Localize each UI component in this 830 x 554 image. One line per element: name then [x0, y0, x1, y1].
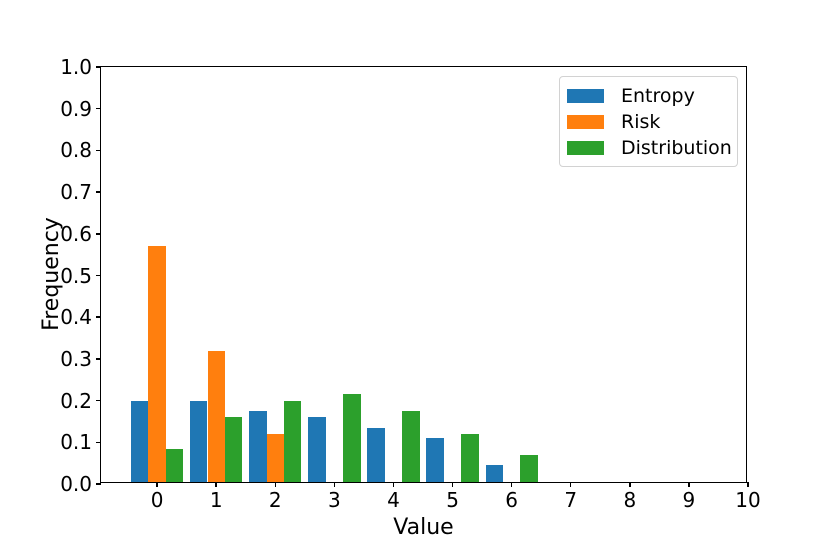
bar-distribution-x2 [284, 400, 302, 482]
legend: Entropy Risk Distribution [559, 76, 738, 167]
legend-swatch [567, 89, 604, 103]
bar-distribution-x4 [402, 411, 420, 482]
y-tick-mark [96, 66, 101, 68]
y-tick-mark [96, 358, 101, 360]
y-tick-label: 0.6 [60, 221, 92, 246]
x-tick-label: 2 [268, 488, 282, 512]
y-tick-mark [96, 233, 101, 235]
x-tick-label: 6 [505, 488, 519, 512]
x-tick-mark [333, 482, 336, 487]
bar-entropy-x0 [130, 400, 149, 482]
bar-distribution-x0 [165, 448, 184, 482]
legend-item-risk: Risk [567, 109, 737, 135]
bar-entropy-x3 [308, 417, 326, 482]
y-tick-mark [96, 274, 101, 277]
x-tick-label: 0 [150, 488, 164, 512]
x-tick-mark [510, 482, 513, 487]
x-tick-mark [569, 482, 572, 487]
y-tick-mark [96, 441, 101, 444]
bar-entropy-x1 [190, 400, 208, 482]
x-tick-label: 8 [623, 488, 637, 512]
y-tick-mark [96, 399, 101, 402]
y-tick-mark [96, 483, 101, 485]
bar-distribution-x5 [461, 434, 479, 482]
x-tick-mark [688, 482, 690, 487]
bar-risk-x0 [148, 246, 166, 482]
x-tick-mark [629, 482, 631, 487]
x-tick-mark [215, 482, 217, 487]
y-tick-label: 0.7 [60, 180, 92, 205]
bar-risk-x2 [266, 434, 284, 482]
x-tick-mark [747, 482, 749, 487]
bar-distribution-x1 [224, 417, 243, 482]
y-tick-mark [96, 316, 101, 318]
y-tick-label: 0.4 [60, 305, 92, 330]
bar-risk-x1 [207, 350, 225, 482]
x-axis-label: Value [393, 515, 454, 540]
y-tick-label: 1.0 [60, 55, 92, 79]
x-tick-mark [451, 482, 454, 487]
x-tick-label: 10 [735, 488, 761, 512]
legend-items: Entropy Risk Distribution [567, 83, 737, 161]
plot-area: 0 1 2 3 4 5 6 7 8 9 10 0.0 0.1 0.2 0.3 0.4 0.5 0.6 0.7 0.8… [60, 56, 761, 511]
bar-distribution-x3 [343, 394, 361, 482]
legend-swatch [567, 141, 604, 155]
y-tick-label: 0.8 [60, 138, 92, 163]
y-tick-label: 0.5 [60, 263, 92, 288]
x-tick-label: 3 [328, 488, 341, 512]
bar-distribution-x6 [520, 454, 538, 482]
y-tick-label: 0.0 [60, 472, 92, 496]
legend-label: Distribution [621, 136, 732, 159]
x-tick-label: 7 [564, 488, 578, 512]
y-tick-label: 0.2 [60, 388, 92, 413]
x-tick-label: 9 [682, 488, 696, 512]
x-tick-label: 5 [446, 488, 459, 512]
y-tick-mark [96, 191, 101, 193]
legend-item-entropy: Entropy [567, 83, 737, 109]
y-tick-mark [96, 107, 101, 110]
x-tick-mark [274, 482, 277, 487]
y-tick-label: 0.3 [60, 346, 92, 371]
legend-label: Entropy [621, 84, 695, 107]
x-tick-mark [392, 482, 395, 487]
legend-label: Risk [621, 110, 661, 133]
bar-entropy-x4 [367, 427, 385, 482]
legend-swatch [567, 115, 604, 129]
y-tick-mark [96, 149, 101, 152]
bar-entropy-x5 [426, 438, 444, 482]
bar-entropy-x2 [249, 411, 267, 482]
x-tick-label: 4 [387, 488, 400, 512]
bar-entropy-x6 [485, 465, 503, 482]
x-tick-mark [156, 482, 158, 487]
y-axis-label: Frequency [38, 217, 64, 331]
y-tick-label: 0.1 [60, 430, 92, 455]
legend-item-distribution: Distribution [567, 135, 737, 161]
x-tick-label: 1 [209, 488, 223, 512]
y-tick-label: 0.9 [60, 96, 92, 121]
